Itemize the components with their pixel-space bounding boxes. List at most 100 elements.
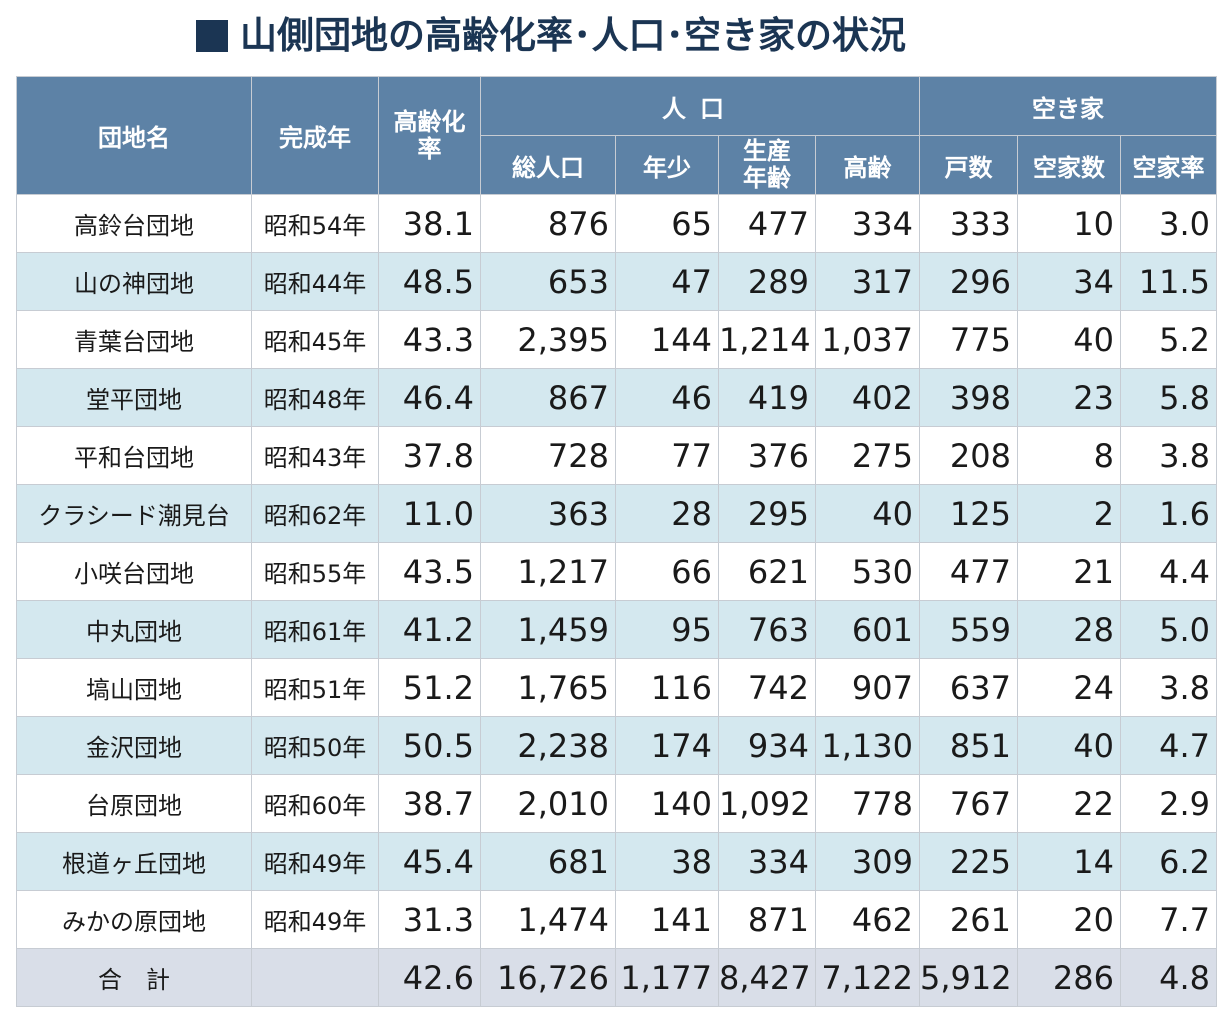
cell-aging: 51.2 (378, 658, 481, 717)
table-row: 山の神団地 昭和44年 48.5 653 47 289 317 296 34 1… (16, 252, 1218, 311)
cell-vacant: 8 (1017, 426, 1121, 485)
cell-total: 1,474 (480, 890, 616, 949)
table-row: 塙山団地 昭和51年 51.2 1,765 116 742 907 637 24… (16, 658, 1218, 717)
table-row: 台原団地 昭和60年 38.7 2,010 140 1,092 778 767 … (16, 774, 1218, 833)
total-elderly: 7,122 (815, 948, 920, 1007)
cell-elderly: 1,130 (815, 716, 920, 775)
cell-total: 1,459 (480, 600, 616, 659)
cell-households: 333 (919, 194, 1018, 253)
cell-households: 637 (919, 658, 1018, 717)
table-row: 中丸団地 昭和61年 41.2 1,459 95 763 601 559 28 … (16, 600, 1218, 659)
cell-rate: 4.4 (1119, 542, 1218, 601)
cell-rate: 5.2 (1119, 310, 1218, 369)
cell-working: 419 (718, 368, 816, 427)
cell-aging: 37.8 (378, 426, 481, 485)
table-header: 団地名 完成年 高齢化率 人口 空き家 総人口 年少 生産 年齢 高齢 戸数 空家… (16, 76, 1218, 195)
cell-rate: 4.7 (1119, 716, 1218, 775)
total-working: 8,427 (718, 948, 816, 1007)
cell-working: 763 (718, 600, 816, 659)
header-working: 生産 年齢 (718, 135, 816, 195)
table-body: 高鈴台団地 昭和54年 38.1 876 65 477 334 333 10 3… (16, 194, 1218, 1007)
cell-aging: 11.0 (378, 484, 481, 543)
cell-vacant: 22 (1017, 774, 1121, 833)
header-youth: 年少 (615, 135, 719, 195)
cell-elderly: 462 (815, 890, 920, 949)
cell-name: 中丸団地 (16, 600, 252, 659)
cell-youth: 28 (615, 484, 719, 543)
cell-working: 1,214 (718, 310, 816, 369)
total-households: 5,912 (919, 948, 1018, 1007)
cell-year: 昭和55年 (251, 542, 379, 601)
cell-name: 根道ヶ丘団地 (16, 832, 252, 891)
total-vacant: 286 (1017, 948, 1121, 1007)
header-year: 完成年 (251, 76, 379, 195)
cell-households: 296 (919, 252, 1018, 311)
cell-rate: 7.7 (1119, 890, 1218, 949)
table-row: 堂平団地 昭和48年 46.4 867 46 419 402 398 23 5.… (16, 368, 1218, 427)
cell-total: 681 (480, 832, 616, 891)
cell-year: 昭和62年 (251, 484, 379, 543)
header-aging-rate-line1: 高齢化 (393, 107, 466, 136)
title-square-icon (196, 20, 228, 52)
total-year (251, 948, 379, 1007)
cell-vacant: 34 (1017, 252, 1121, 311)
cell-youth: 65 (615, 194, 719, 253)
table-row: クラシード潮見台 昭和62年 11.0 363 28 295 40 125 2 … (16, 484, 1218, 543)
cell-name: 高鈴台団地 (16, 194, 252, 253)
cell-year: 昭和50年 (251, 716, 379, 775)
cell-elderly: 1,037 (815, 310, 920, 369)
header-total-pop: 総人口 (480, 135, 616, 195)
cell-elderly: 778 (815, 774, 920, 833)
total-total: 16,726 (480, 948, 616, 1007)
cell-households: 775 (919, 310, 1018, 369)
cell-rate: 5.0 (1119, 600, 1218, 659)
cell-vacant: 20 (1017, 890, 1121, 949)
cell-aging: 50.5 (378, 716, 481, 775)
cell-youth: 140 (615, 774, 719, 833)
table-row: 平和台団地 昭和43年 37.8 728 77 376 275 208 8 3.… (16, 426, 1218, 485)
cell-name: 平和台団地 (16, 426, 252, 485)
cell-name: みかの原団地 (16, 890, 252, 949)
data-table: 団地名 完成年 高齢化率 人口 空き家 総人口 年少 生産 年齢 高齢 戸数 空家… (16, 76, 1218, 1007)
cell-aging: 43.3 (378, 310, 481, 369)
cell-total: 2,238 (480, 716, 616, 775)
header-working-line2: 年齢 (743, 164, 791, 192)
header-elderly: 高齢 (815, 135, 920, 195)
cell-name: 小咲台団地 (16, 542, 252, 601)
header-aging-rate: 高齢化率 (378, 76, 481, 195)
cell-aging: 38.1 (378, 194, 481, 253)
table-row: 小咲台団地 昭和55年 43.5 1,217 66 621 530 477 21… (16, 542, 1218, 601)
cell-vacant: 21 (1017, 542, 1121, 601)
cell-vacant: 40 (1017, 716, 1121, 775)
cell-name: クラシード潮見台 (16, 484, 252, 543)
cell-total: 653 (480, 252, 616, 311)
cell-youth: 38 (615, 832, 719, 891)
cell-total: 728 (480, 426, 616, 485)
page-title-area: 山側団地の高齢化率･人口･空き家の状況 (0, 0, 1228, 72)
header-name: 団地名 (16, 76, 252, 195)
table-row: 青葉台団地 昭和45年 43.3 2,395 144 1,214 1,037 7… (16, 310, 1218, 369)
cell-vacant: 28 (1017, 600, 1121, 659)
total-youth: 1,177 (615, 948, 719, 1007)
cell-vacant: 10 (1017, 194, 1121, 253)
cell-aging: 48.5 (378, 252, 481, 311)
cell-total: 867 (480, 368, 616, 427)
cell-youth: 95 (615, 600, 719, 659)
cell-name: 青葉台団地 (16, 310, 252, 369)
cell-year: 昭和61年 (251, 600, 379, 659)
header-aging-rate-line2: 率 (417, 134, 442, 163)
page-title: 山側団地の高齢化率･人口･空き家の状況 (240, 14, 906, 57)
cell-aging: 41.2 (378, 600, 481, 659)
cell-total: 1,217 (480, 542, 616, 601)
header-vacant-count: 空家数 (1017, 135, 1121, 195)
cell-total: 876 (480, 194, 616, 253)
cell-aging: 43.5 (378, 542, 481, 601)
cell-vacant: 24 (1017, 658, 1121, 717)
cell-vacant: 14 (1017, 832, 1121, 891)
cell-name: 堂平団地 (16, 368, 252, 427)
cell-name: 台原団地 (16, 774, 252, 833)
cell-households: 559 (919, 600, 1018, 659)
cell-year: 昭和45年 (251, 310, 379, 369)
cell-working: 934 (718, 716, 816, 775)
cell-year: 昭和48年 (251, 368, 379, 427)
